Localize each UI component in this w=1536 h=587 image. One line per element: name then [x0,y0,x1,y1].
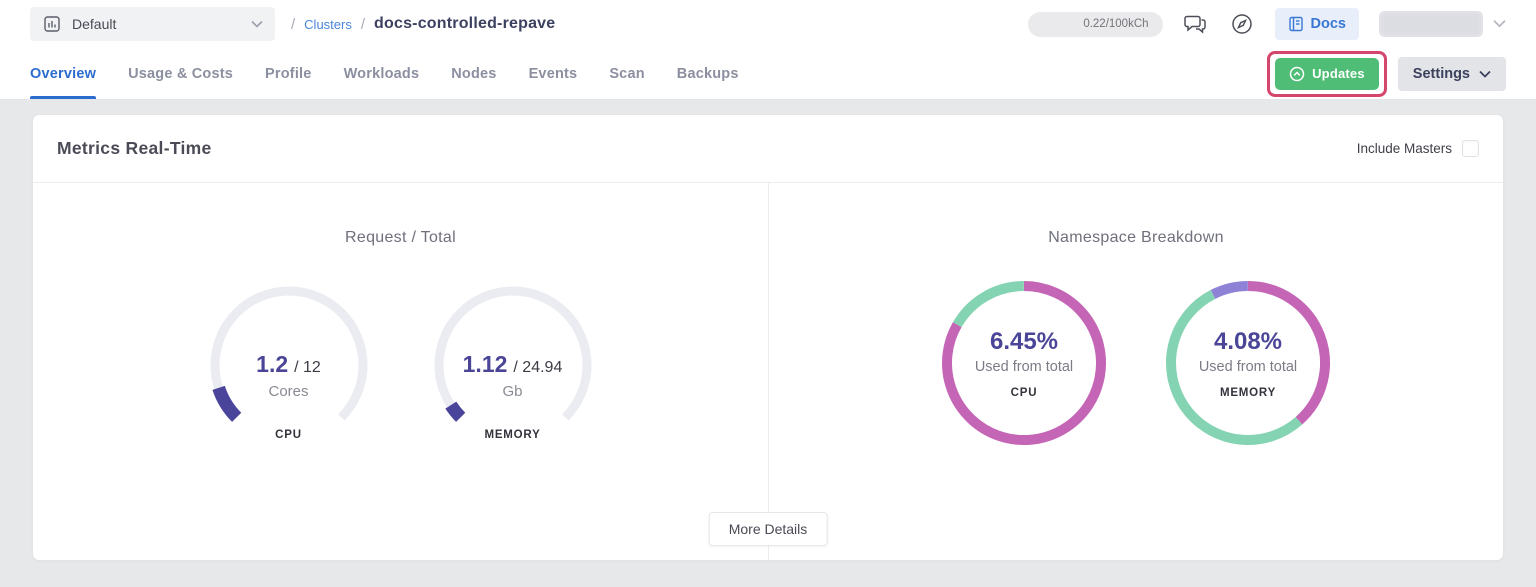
memory-gauge-unit: Gb [502,382,523,400]
tabbar-actions: Updates Settings [1267,48,1506,99]
memory-gauge-chart: 1.12 / 24.94 Gb MEMORY [429,279,597,447]
include-masters-label: Include Masters [1356,141,1452,156]
settings-button-label: Settings [1412,65,1470,82]
memory-donut-value: 4.08% [1213,327,1283,355]
project-selector-label: Default [72,16,117,32]
usage-quota-badge: 0.22/100kCh [1027,11,1163,37]
cpu-donut-chart: 6.45% Used from total CPU [940,279,1108,447]
tab-usage-costs[interactable]: Usage & Costs [128,65,234,82]
breadcrumb-separator: / [291,15,296,33]
settings-button[interactable]: Settings [1397,56,1506,91]
cpu-donut-labels: 6.45% Used from total CPU [940,279,1108,447]
metrics-card: Metrics Real-Time Include Masters Reques… [33,115,1503,560]
memory-donut-chart: 4.08% Used from total MEMORY [1164,279,1332,447]
cpu-gauge-metric-label: CPU [275,429,302,441]
user-menu[interactable] [1379,11,1506,37]
breadcrumb-separator: / [360,15,366,33]
memory-gauge-labels: 1.12 / 24.94 Gb [429,279,597,447]
tab-backups[interactable]: Backups [676,65,739,82]
tab-scan[interactable]: Scan [609,65,645,82]
memory-gauge-metric-label: MEMORY [484,429,541,441]
cpu-gauge-labels: 1.2 / 12 Cores [205,279,373,447]
cpu-donut-caption: Used from total [974,358,1074,375]
circle-up-icon [1289,66,1305,82]
request-total-panel: Request / Total 1.2 / 12 Cores CPU [33,183,768,560]
cpu-donut-metric-label: CPU [1010,386,1038,399]
memory-gauge-value: 1.12 [462,350,508,377]
bar-chart-icon [42,14,62,34]
donuts-row: 6.45% Used from total CPU 4.08% Used fro… [940,279,1332,447]
metrics-card-title: Metrics Real-Time [57,138,212,158]
compass-icon[interactable] [1229,11,1255,37]
cpu-gauge-chart: 1.2 / 12 Cores CPU [205,279,373,447]
updates-button-label: Updates [1312,66,1365,81]
breadcrumb-current-cluster: docs-controlled-repave [374,15,556,32]
tab-workloads[interactable]: Workloads [343,65,420,82]
updates-button[interactable]: Updates [1275,57,1379,90]
docs-button[interactable]: Docs [1274,8,1359,40]
metrics-card-header: Metrics Real-Time Include Masters [33,115,1503,182]
memory-donut-caption: Used from total [1198,358,1298,375]
metrics-card-body: Request / Total 1.2 / 12 Cores CPU [33,182,1503,560]
chevron-down-icon [1493,15,1506,33]
docs-button-label: Docs [1310,16,1346,32]
cpu-gauge-value: 1.2 [256,350,289,377]
chat-icon[interactable] [1183,11,1209,37]
book-icon [1288,16,1304,32]
include-masters-checkbox[interactable] [1462,140,1479,157]
memory-donut-labels: 4.08% Used from total MEMORY [1164,279,1332,447]
namespace-breakdown-title: Namespace Breakdown [1048,229,1224,246]
annotation-highlight-box: Updates [1267,50,1387,97]
request-total-title: Request / Total [345,229,456,246]
memory-gauge-total: / 24.94 [513,358,563,376]
chevron-down-icon [251,15,263,33]
namespace-breakdown-panel: Namespace Breakdown 6.45% Used from tota… [768,183,1503,560]
page-content: Metrics Real-Time Include Masters Reques… [0,100,1536,587]
cpu-gauge-total: / 12 [294,358,321,376]
cpu-donut-value: 6.45% [989,327,1059,355]
breadcrumb-clusters-link[interactable]: Clusters [304,16,352,32]
tab-overview[interactable]: Overview [30,48,97,99]
tab-nodes[interactable]: Nodes [451,65,497,82]
tab-profile[interactable]: Profile [265,65,312,82]
top-bar: Default / Clusters / docs-controlled-rep… [0,0,1536,48]
project-selector[interactable]: Default [30,7,275,41]
include-masters-control: Include Masters [1357,140,1479,157]
chevron-down-icon [1479,70,1491,78]
cpu-gauge-unit: Cores [268,382,309,400]
more-details-button[interactable]: More Details [708,512,828,546]
cluster-tab-bar: Overview Usage & Costs Profile Workloads… [0,48,1536,100]
tabs: Overview Usage & Costs Profile Workloads… [30,48,771,99]
memory-donut-metric-label: MEMORY [1219,386,1277,399]
topbar-right: 0.22/100kCh Docs [1027,8,1506,40]
breadcrumb: / Clusters / docs-controlled-repave [291,15,555,33]
gauges-row: 1.2 / 12 Cores CPU 1.12 / 24.94 [205,279,597,447]
user-name-redacted [1379,11,1483,37]
tab-events[interactable]: Events [528,65,578,82]
